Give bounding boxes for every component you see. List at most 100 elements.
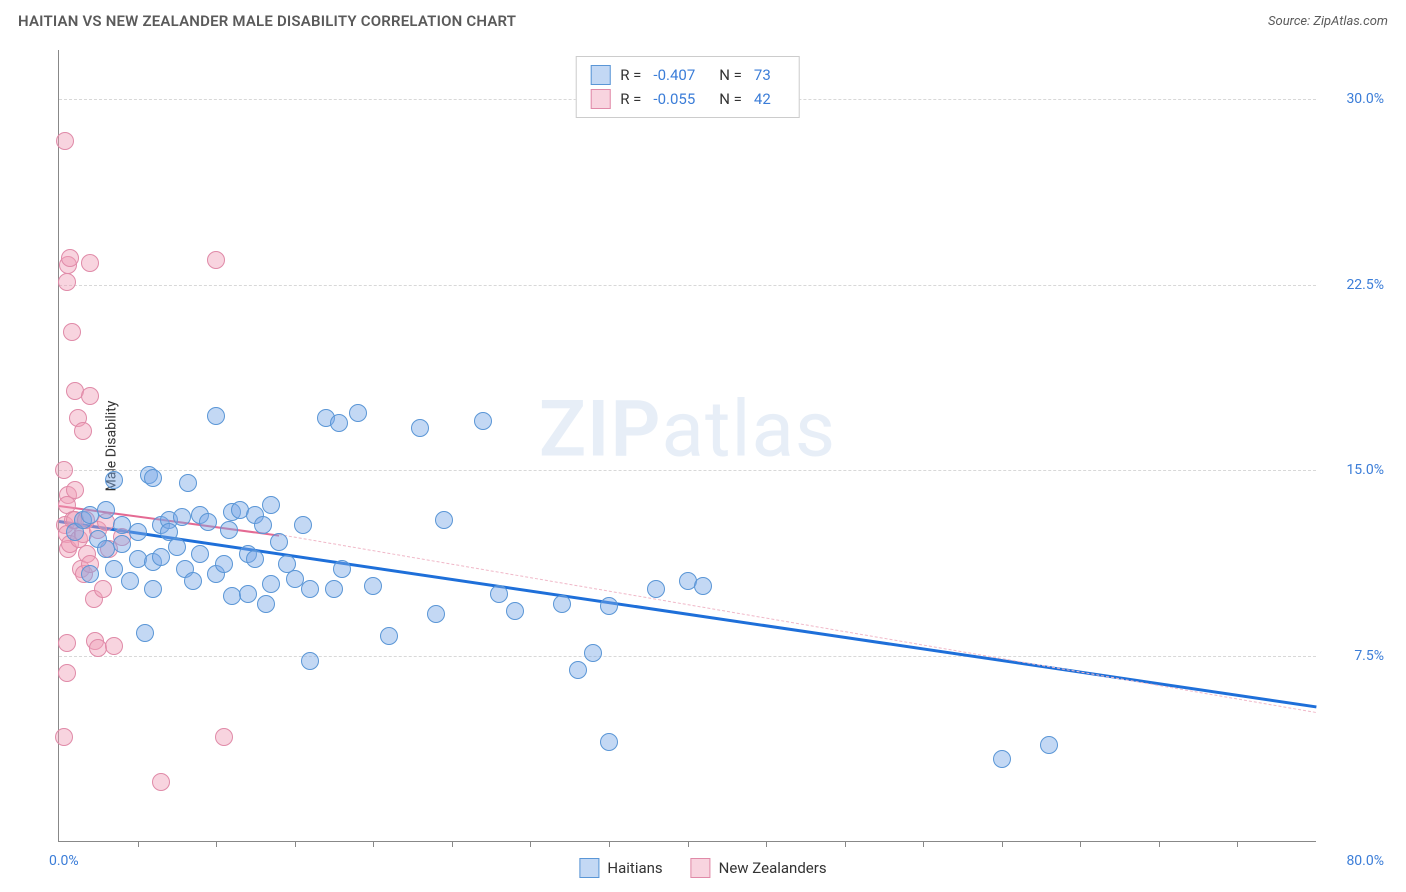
series-legend: Haitians New Zealanders xyxy=(579,858,826,878)
chart-title: HAITIAN VS NEW ZEALANDER MALE DISABILITY… xyxy=(18,12,516,30)
data-point xyxy=(199,513,217,531)
data-point xyxy=(144,580,162,598)
r-label: R = xyxy=(620,90,641,108)
chart-container: Male Disability ZIPatlas R =-0.407 N =73… xyxy=(50,50,1388,842)
data-point xyxy=(179,474,197,492)
y-tick-label: 22.5% xyxy=(1324,277,1384,293)
data-point xyxy=(58,273,76,291)
gridline xyxy=(59,285,1316,286)
data-point xyxy=(246,550,264,568)
legend-row-nz: R = -0.055 N = 42 xyxy=(590,87,785,111)
r-value-haitians: -0.407 xyxy=(653,66,695,84)
data-point xyxy=(97,501,115,519)
y-tick-label: 7.5% xyxy=(1324,648,1384,664)
data-point xyxy=(349,404,367,422)
data-point xyxy=(81,254,99,272)
data-point xyxy=(254,516,272,534)
data-point xyxy=(58,634,76,652)
data-point xyxy=(584,644,602,662)
gridline xyxy=(59,470,1316,471)
data-point xyxy=(474,412,492,430)
n-value-nz: 42 xyxy=(754,90,771,108)
legend-item-nz: New Zealanders xyxy=(691,858,827,878)
data-point xyxy=(173,508,191,526)
data-point xyxy=(81,565,99,583)
data-point xyxy=(113,535,131,553)
data-point xyxy=(694,577,712,595)
legend-label: New Zealanders xyxy=(719,859,827,877)
data-point xyxy=(294,516,312,534)
r-label: R = xyxy=(620,66,641,84)
legend-label: Haitians xyxy=(607,859,662,877)
data-point xyxy=(63,323,81,341)
data-point xyxy=(993,750,1011,768)
data-point xyxy=(55,461,73,479)
data-point xyxy=(61,249,79,267)
data-point xyxy=(301,580,319,598)
data-point xyxy=(215,555,233,573)
y-tick-label: 30.0% xyxy=(1324,91,1384,107)
data-point xyxy=(364,577,382,595)
plot-area: ZIPatlas R = -0.407 N = 73 R = -0.055 N = 42… xyxy=(58,50,1316,842)
data-point xyxy=(330,414,348,432)
data-point xyxy=(105,471,123,489)
data-point xyxy=(553,595,571,613)
data-point xyxy=(207,251,225,269)
data-point xyxy=(435,511,453,529)
data-point xyxy=(56,132,74,150)
data-point xyxy=(207,407,225,425)
data-point xyxy=(600,733,618,751)
x-tick-marks xyxy=(59,841,1316,847)
y-tick-label: 15.0% xyxy=(1324,462,1384,478)
data-point xyxy=(58,664,76,682)
data-point xyxy=(184,572,202,590)
data-point xyxy=(569,661,587,679)
data-point xyxy=(129,523,147,541)
data-point xyxy=(220,521,238,539)
data-point xyxy=(66,481,84,499)
data-point xyxy=(94,580,112,598)
data-point xyxy=(647,580,665,598)
data-point xyxy=(121,572,139,590)
data-point xyxy=(262,575,280,593)
data-point xyxy=(600,597,618,615)
data-point xyxy=(105,560,123,578)
data-point xyxy=(168,538,186,556)
data-point xyxy=(215,728,233,746)
data-point xyxy=(144,469,162,487)
legend-row-haitians: R = -0.407 N = 73 xyxy=(590,63,785,87)
data-point xyxy=(270,533,288,551)
data-point xyxy=(1040,736,1058,754)
data-point xyxy=(136,624,154,642)
data-point xyxy=(427,605,445,623)
data-point xyxy=(333,560,351,578)
data-point xyxy=(74,422,92,440)
swatch-nz xyxy=(590,89,610,109)
n-label: N = xyxy=(719,66,742,84)
data-point xyxy=(506,602,524,620)
correlation-legend: R = -0.407 N = 73 R = -0.055 N = 42 xyxy=(575,56,800,118)
data-point xyxy=(239,585,257,603)
data-point xyxy=(191,545,209,563)
watermark: ZIPatlas xyxy=(539,384,836,475)
n-label: N = xyxy=(719,90,742,108)
data-point xyxy=(81,387,99,405)
x-axis-min: 0.0% xyxy=(49,853,79,869)
swatch-haitians xyxy=(590,65,610,85)
trend-line xyxy=(279,534,1316,713)
source-attribution: Source: ZipAtlas.com xyxy=(1268,14,1388,29)
x-axis-max: 80.0% xyxy=(1346,853,1384,869)
swatch-haitians xyxy=(579,858,599,878)
data-point xyxy=(262,496,280,514)
data-point xyxy=(325,580,343,598)
data-point xyxy=(380,627,398,645)
data-point xyxy=(105,637,123,655)
r-value-nz: -0.055 xyxy=(653,90,695,108)
data-point xyxy=(490,585,508,603)
data-point xyxy=(152,548,170,566)
gridline xyxy=(59,656,1316,657)
data-point xyxy=(411,419,429,437)
swatch-nz xyxy=(691,858,711,878)
n-value-haitians: 73 xyxy=(754,66,771,84)
data-point xyxy=(152,773,170,791)
